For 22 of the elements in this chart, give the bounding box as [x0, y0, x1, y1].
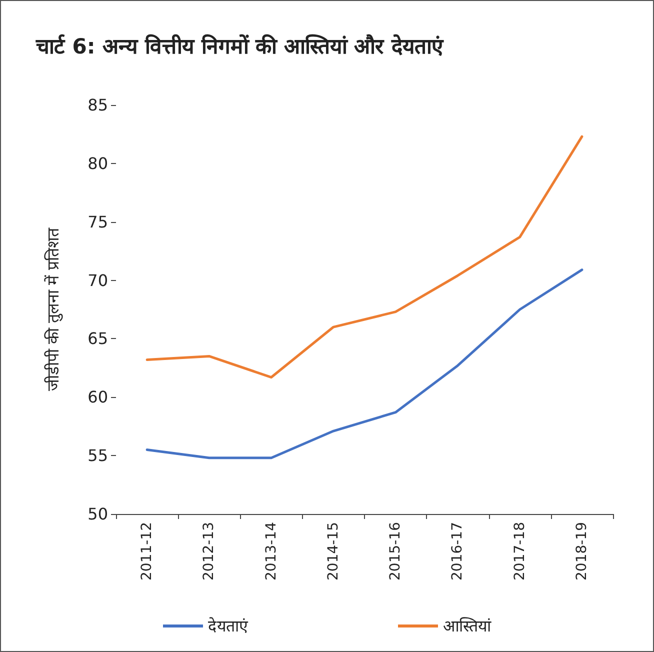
y-tick-label: 80 — [88, 154, 108, 173]
legend-label: आस्तियां — [443, 616, 492, 636]
x-tick-label: 2013-14 — [263, 522, 280, 580]
y-axis-title: जीडीपी की तुलना में प्रतिशत — [44, 226, 64, 392]
line-series — [146, 135, 584, 379]
y-tick-label: 55 — [88, 446, 108, 466]
chart-title: चार्ट 6: अन्य वित्तीय निगमों की आस्तियां और देयताएं — [35, 34, 444, 58]
y-tick-label: 50 — [88, 504, 108, 524]
x-tick-label: 2015-16 — [388, 522, 404, 580]
x-tick-label: 2011-12 — [139, 522, 156, 580]
x-tick-label: 2012-13 — [201, 522, 218, 580]
y-tick-label: 65 — [88, 329, 108, 348]
x-tick-label: 2016-17 — [450, 522, 466, 580]
y-tick-label: 75 — [88, 212, 108, 232]
y-tick-label: 70 — [88, 270, 108, 290]
legend-label: देयताएं — [208, 616, 249, 636]
x-tick-label: 2014-15 — [325, 522, 342, 580]
x-tick-label: 2017-18 — [512, 522, 528, 580]
y-tick-label: 60 — [88, 388, 108, 407]
y-tick-label: 85 — [88, 96, 108, 114]
line-series — [146, 268, 584, 460]
x-tick-label: 2018-19 — [574, 522, 590, 580]
